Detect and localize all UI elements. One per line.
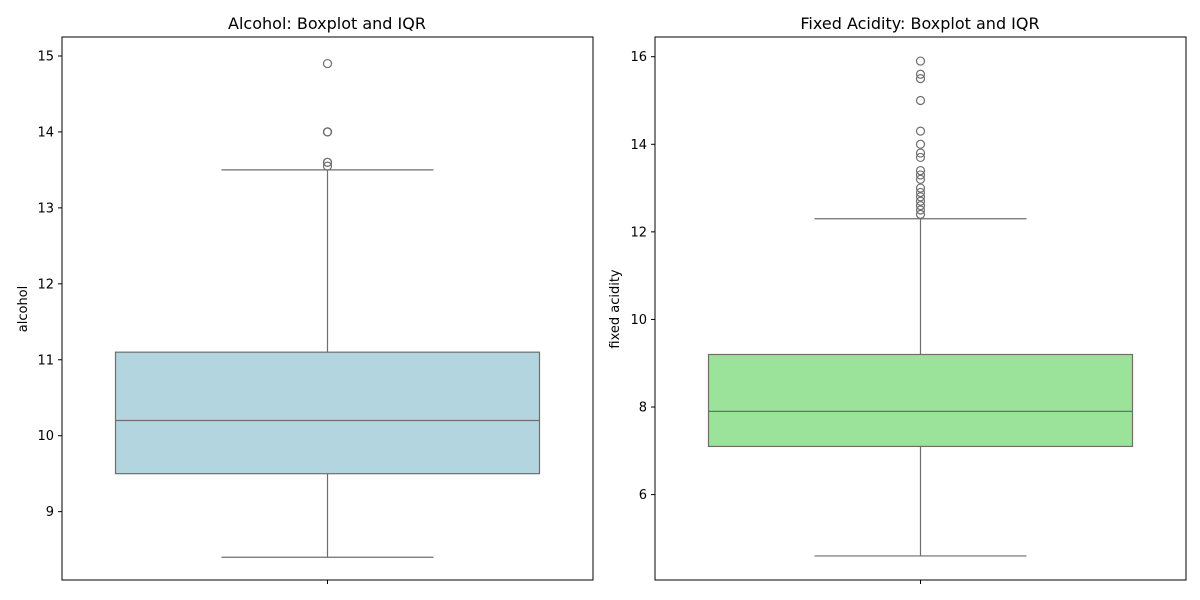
y-tick-label: 10 (630, 313, 647, 328)
y-tick-label: 16 (630, 50, 647, 65)
outlier-point (915, 148, 926, 158)
y-tick-label: 13 (37, 201, 54, 216)
y-axis-label: alcohol (16, 286, 31, 332)
outlier-point (915, 152, 926, 163)
outlier-point (915, 183, 926, 193)
y-tick-label: 8 (639, 401, 647, 416)
y-tick-label: 6 (639, 488, 647, 503)
outlier-point (915, 165, 926, 176)
outlier-point (322, 161, 333, 171)
y-tick-label: 11 (37, 353, 54, 368)
outlier-point (915, 126, 926, 136)
y-tick-label: 10 (37, 429, 54, 444)
y-tick-label: 9 (46, 505, 54, 520)
fixed-acidity-boxplot-panel: Fixed Acidity: Boxplot and IQR fixed aci… (608, 14, 1187, 584)
chart-title: Alcohol: Boxplot and IQR (228, 14, 426, 33)
outlier-point (915, 196, 926, 206)
axes-frame (61, 36, 594, 581)
outlier-point (915, 192, 926, 202)
outlier-point (915, 56, 926, 66)
plot-marks: 9 10 11 12 13 14 15 (37, 49, 541, 584)
outlier-point (915, 69, 926, 79)
chart-title: Fixed Acidity: Boxplot and IQR (800, 14, 1039, 33)
alcohol-boxplot-panel: Alcohol: Boxplot and IQR alcohol 9 10 11 12… (16, 14, 594, 584)
y-tick-label: 14 (630, 138, 647, 153)
outlier-point (322, 58, 333, 69)
outlier-point (915, 205, 926, 215)
plot-marks: 6 8 10 12 14 16 (630, 50, 1134, 584)
outlier-point (915, 170, 926, 180)
y-tick-label: 15 (37, 49, 54, 64)
outlier-point (322, 157, 333, 167)
y-tick-label: 12 (630, 225, 647, 240)
outlier-point (915, 209, 926, 219)
outlier-point (915, 200, 926, 211)
iqr-box (707, 353, 1134, 448)
outlier-point (322, 127, 333, 137)
outlier-point (915, 74, 926, 84)
iqr-box (114, 351, 541, 475)
outlier-point (915, 139, 926, 149)
y-axis-label: fixed acidity (608, 269, 623, 349)
outlier-point (915, 174, 926, 184)
outlier-point (915, 95, 926, 106)
y-tick-label: 12 (37, 277, 54, 292)
axes-frame (654, 36, 1187, 581)
y-tick-label: 14 (37, 125, 54, 140)
outlier-point (915, 187, 926, 198)
